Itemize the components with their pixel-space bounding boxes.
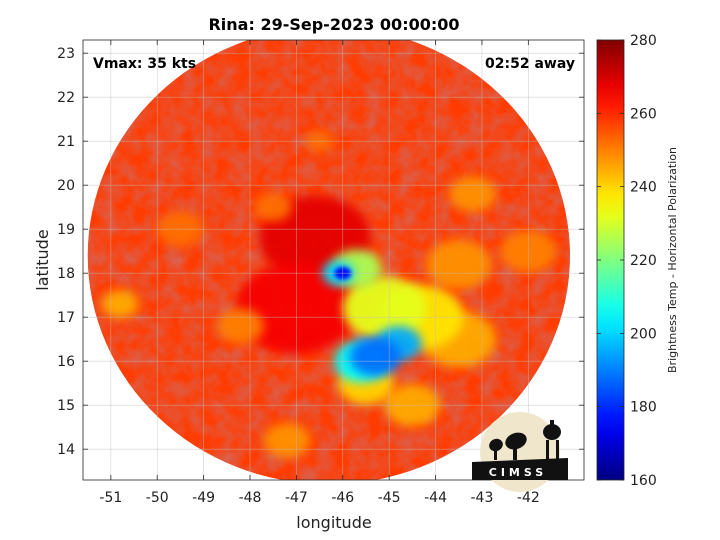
x-tick-label: -45 (378, 490, 401, 506)
x-tick-label: -48 (239, 490, 262, 506)
colorbar-tick-label: 200 (630, 326, 657, 342)
x-tick-label: -49 (192, 490, 215, 506)
storm-feature (263, 422, 311, 458)
colorbar (596, 39, 625, 481)
storm-feature (217, 308, 264, 344)
colorbar-tick-label: 160 (630, 473, 657, 489)
y-ticks: 14 15 16 17 18 19 20 21 22 23 (57, 46, 584, 458)
storm-feature (101, 289, 139, 319)
x-tick-label: -42 (517, 490, 540, 506)
y-axis-label: latitude (33, 229, 52, 290)
y-tick-label: 22 (57, 90, 75, 106)
grid (83, 40, 584, 480)
y-tick-label: 15 (57, 398, 75, 414)
x-tick-label: -44 (424, 490, 447, 506)
storm-feature (426, 239, 492, 290)
storm-feature (449, 176, 496, 212)
y-tick-label: 20 (57, 178, 75, 194)
y-tick-label: 19 (57, 222, 75, 238)
x-tick-label: -50 (146, 490, 169, 506)
cimss-logo: CIMSS (472, 412, 568, 492)
y-tick-label: 21 (57, 134, 75, 150)
colorbar-tick-label: 240 (630, 180, 657, 196)
y-tick-label: 17 (57, 310, 75, 326)
x-tick-label: -47 (285, 490, 308, 506)
y-tick-label: 23 (57, 46, 75, 62)
y-tick-label: 16 (57, 354, 75, 370)
colorbar-tick-label: 220 (630, 253, 657, 269)
storm-feature (254, 193, 292, 222)
colorbar-ticks: 160 180 200 220 240 260 280 (597, 33, 657, 489)
colorbar-tick-label: 280 (630, 33, 657, 49)
x-tick-label: -51 (99, 490, 122, 506)
time-away-annotation: 02:52 away (485, 56, 575, 72)
x-axis-label: longitude (296, 513, 371, 532)
y-tick-label: 14 (57, 442, 75, 458)
chart-title: Rina: 29-Sep-2023 00:00:00 (208, 15, 459, 34)
x-tick-label: -46 (331, 490, 354, 506)
colorbar-tick-label: 180 (630, 400, 657, 416)
colorbar-label: Brightness Temp - Horizontal Polarizatio… (666, 147, 679, 373)
x-tick-label: -43 (471, 490, 494, 506)
x-ticks: -51 -50 -49 -48 -47 -46 -45 -44 -43 -42 (99, 40, 540, 506)
swath-layer (87, 40, 571, 480)
y-tick-label: 18 (57, 266, 75, 282)
vmax-annotation: Vmax: 35 kts (93, 56, 196, 72)
colorbar-tick-label: 260 (630, 106, 657, 122)
axes-frame (82, 39, 585, 481)
cimss-logo-text: CIMSS (489, 466, 547, 479)
storm-feature (342, 276, 427, 341)
storm-feature (349, 337, 401, 377)
